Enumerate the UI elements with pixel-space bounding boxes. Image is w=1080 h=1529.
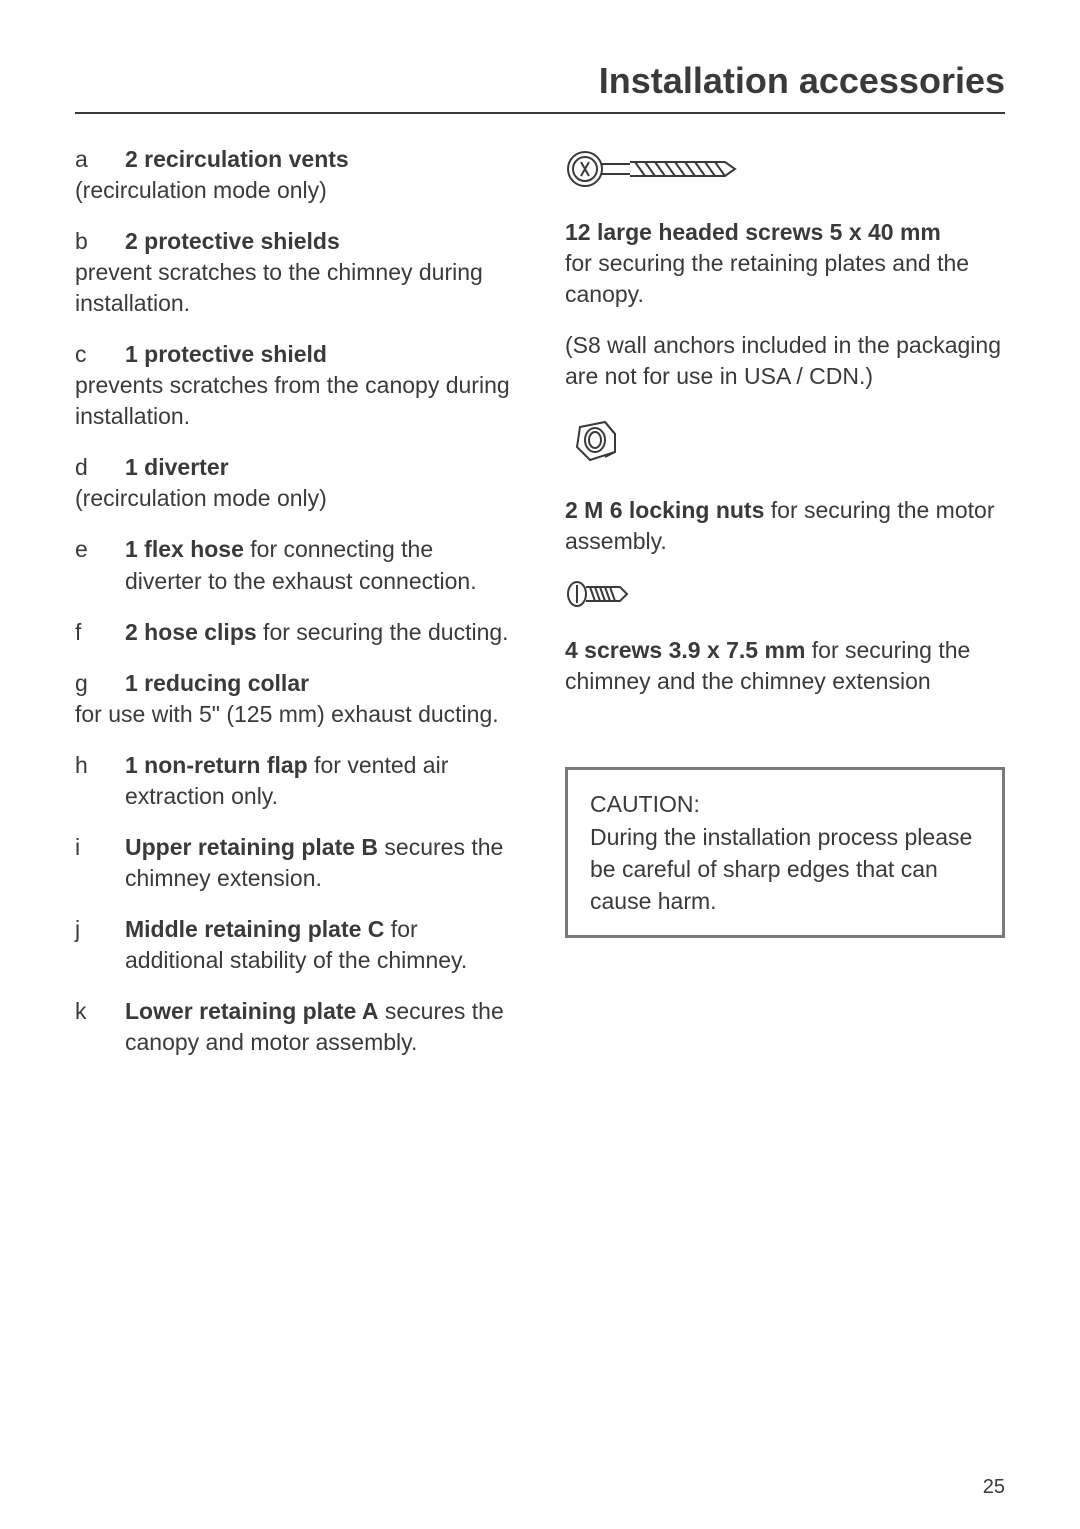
block-desc: for securing the retaining plates and th… xyxy=(565,250,969,307)
left-column: a 2 recirculation vents (recirculation m… xyxy=(75,144,515,1078)
item-bold: 1 flex hose xyxy=(125,536,244,562)
item-a: a 2 recirculation vents (recirculation m… xyxy=(75,144,515,206)
item-letter: c xyxy=(75,339,95,370)
item-d: d 1 diverter (recirculation mode only) xyxy=(75,452,515,514)
item-desc: (recirculation mode only) xyxy=(75,483,515,514)
item-letter: f xyxy=(75,617,95,648)
page-number: 25 xyxy=(983,1476,1005,1499)
item-desc: prevents scratches from the canopy durin… xyxy=(75,370,515,432)
item-letter: j xyxy=(75,914,95,976)
item-i: i Upper retaining plate B secures the ch… xyxy=(75,832,515,894)
item-letter: k xyxy=(75,996,95,1058)
caution-text: During the installation process please b… xyxy=(590,821,980,918)
locking-nut-icon xyxy=(565,412,1005,477)
item-bold: 1 protective shield xyxy=(125,341,327,367)
nuts-block: 2 M 6 locking nuts for securing the moto… xyxy=(565,495,1005,557)
item-letter: a xyxy=(75,144,95,175)
anchors-note: (S8 wall anchors included in the packagi… xyxy=(565,330,1005,392)
block-bold: 12 large headed screws 5 x 40 mm xyxy=(565,219,941,245)
item-j: j Middle retaining plate C for additiona… xyxy=(75,914,515,976)
item-bold: 2 hose clips xyxy=(125,619,257,645)
small-screw-icon xyxy=(565,577,1005,617)
block-bold: 4 screws 3.9 x 7.5 mm xyxy=(565,637,805,663)
item-letter: d xyxy=(75,452,95,483)
caution-box: CAUTION: During the installation process… xyxy=(565,767,1005,938)
item-letter: b xyxy=(75,226,95,257)
content-columns: a 2 recirculation vents (recirculation m… xyxy=(75,144,1005,1078)
item-letter: h xyxy=(75,750,95,812)
item-f: f 2 hose clips for securing the ducting. xyxy=(75,617,515,648)
item-bold: Middle retaining plate C xyxy=(125,916,384,942)
large-screw-icon xyxy=(565,144,1005,199)
item-b: b 2 protective shields prevent scratches… xyxy=(75,226,515,319)
page-title: Installation accessories xyxy=(75,60,1005,114)
item-c: c 1 protective shield prevents scratches… xyxy=(75,339,515,432)
item-letter: i xyxy=(75,832,95,894)
small-screws-block: 4 screws 3.9 x 7.5 mm for securing the c… xyxy=(565,635,1005,697)
item-bold: 1 non-return flap xyxy=(125,752,308,778)
item-k: k Lower retaining plate A secures the ca… xyxy=(75,996,515,1058)
item-desc: (recirculation mode only) xyxy=(75,175,515,206)
caution-title: CAUTION: xyxy=(590,788,980,820)
item-bold: 2 recirculation vents xyxy=(125,146,349,172)
item-bold: 2 protective shields xyxy=(125,228,340,254)
item-letter: g xyxy=(75,668,95,699)
item-bold: Lower retaining plate A xyxy=(125,998,378,1024)
item-e: e 1 flex hose for connecting the diverte… xyxy=(75,534,515,596)
block-bold: 2 M 6 locking nuts xyxy=(565,497,764,523)
item-bold: 1 diverter xyxy=(125,454,229,480)
right-column: 12 large headed screws 5 x 40 mm for sec… xyxy=(565,144,1005,1078)
large-screws-block: 12 large headed screws 5 x 40 mm for sec… xyxy=(565,217,1005,310)
item-desc: prevent scratches to the chimney during … xyxy=(75,257,515,319)
item-bold: 1 reducing collar xyxy=(125,670,309,696)
item-after: for securing the ducting. xyxy=(257,619,509,645)
item-letter: e xyxy=(75,534,95,596)
item-desc: for use with 5" (125 mm) exhaust ducting… xyxy=(75,699,515,730)
item-h: h 1 non-return flap for vented air extra… xyxy=(75,750,515,812)
item-bold: Upper retaining plate B xyxy=(125,834,378,860)
item-g: g 1 reducing collar for use with 5" (125… xyxy=(75,668,515,730)
